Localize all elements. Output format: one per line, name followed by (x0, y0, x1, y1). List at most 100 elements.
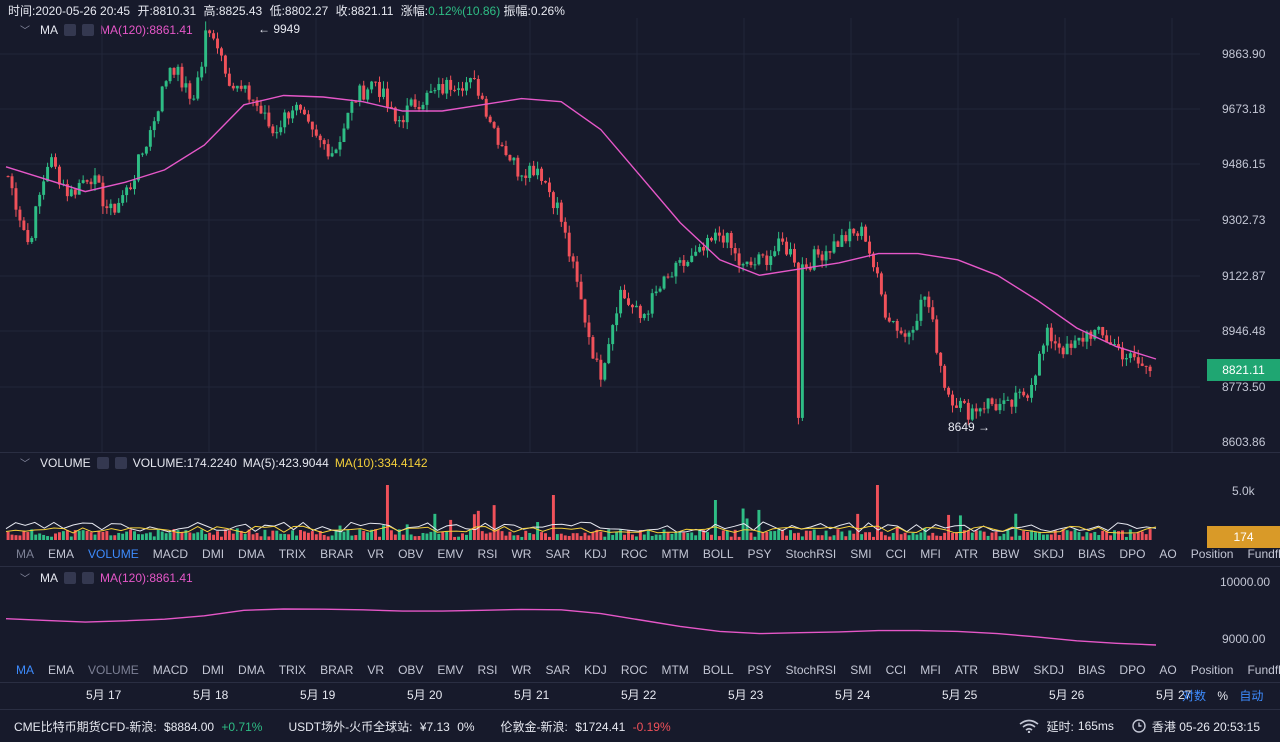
tab-stochrsi[interactable]: StochRSI (785, 547, 837, 561)
volume-bar (140, 534, 144, 540)
sub-ma-chart[interactable] (0, 584, 1205, 656)
volume-bar (520, 536, 524, 540)
tab-obv[interactable]: OBV (398, 547, 424, 561)
volume-close-icon[interactable] (114, 456, 127, 469)
tab-obv[interactable]: OBV (398, 663, 424, 677)
tab-wr[interactable]: WR (511, 547, 532, 561)
tab-atr[interactable]: ATR (954, 663, 979, 677)
tab-dmi[interactable]: DMI (202, 547, 225, 561)
tab-skdj[interactable]: SKDJ (1033, 663, 1065, 677)
tab-volume[interactable]: VOLUME (88, 663, 139, 677)
tab-dma[interactable]: DMA (238, 547, 265, 561)
candle-body (1026, 395, 1030, 398)
tab-mtm[interactable]: MTM (661, 663, 689, 677)
close-icon[interactable] (82, 23, 94, 36)
sub-collapse-chevron-icon[interactable]: ﹀ (20, 574, 30, 585)
candle-body (1057, 343, 1061, 348)
candle-body (433, 90, 437, 92)
tab-smi[interactable]: SMI (850, 547, 872, 561)
tab-cci[interactable]: CCI (885, 547, 907, 561)
tab-emv[interactable]: EMV (437, 547, 464, 561)
usdt-ticker[interactable]: USDT场外-火币全球站: ¥7.13 0% (288, 719, 475, 734)
indicator-tabs-primary: MA EMA VOLUME MACD DMI DMA TRIX BRAR VR OBV EMV RSI… (0, 543, 1280, 565)
tab-bias[interactable]: BIAS (1078, 663, 1106, 677)
candle-body (1140, 363, 1144, 366)
tab-bias[interactable]: BIAS (1078, 547, 1106, 561)
volume-bar (536, 522, 540, 540)
tab-mfi[interactable]: MFI (920, 547, 941, 561)
tab-kdj[interactable]: KDJ (584, 547, 607, 561)
candle-body (966, 402, 970, 420)
volume-settings-icon[interactable] (96, 456, 109, 469)
volume-bar (804, 530, 808, 540)
tab-macd[interactable]: MACD (152, 663, 189, 677)
sub-tick-0: 10000.00 (1220, 575, 1271, 589)
tab-dpo[interactable]: DPO (1119, 547, 1146, 561)
tab-dpo[interactable]: DPO (1119, 663, 1146, 677)
candlestick-chart[interactable] (0, 18, 1205, 452)
tab-macd[interactable]: MACD (152, 547, 189, 561)
tab-fundflow[interactable]: Fundflow (1247, 663, 1280, 677)
tab-brar[interactable]: BRAR (320, 547, 354, 561)
tab-bbw[interactable]: BBW (992, 663, 1020, 677)
tab-wr[interactable]: WR (511, 663, 532, 677)
tab-dmi[interactable]: DMI (202, 663, 225, 677)
tab-fundflow[interactable]: Fundflow (1247, 547, 1280, 561)
tab-ao[interactable]: AO (1159, 663, 1177, 677)
tab-mfi[interactable]: MFI (920, 663, 941, 677)
tab-emv[interactable]: EMV (437, 663, 464, 677)
candle-body (125, 187, 129, 196)
candle-body (484, 98, 488, 117)
collapse-chevron-icon[interactable]: ﹀ (20, 26, 30, 37)
tab-rsi[interactable]: RSI (477, 547, 498, 561)
tab-skdj[interactable]: SKDJ (1033, 547, 1065, 561)
tab-ma[interactable]: MA (16, 547, 34, 561)
tab-boll[interactable]: BOLL (702, 663, 734, 677)
tab-vr[interactable]: VR (367, 547, 385, 561)
tab-ema[interactable]: EMA (48, 663, 75, 677)
volume-bar (279, 533, 283, 540)
log-scale-toggle[interactable]: 对数 (1182, 689, 1207, 703)
volume-bar (382, 525, 385, 540)
volume-bar (457, 536, 461, 540)
tab-position[interactable]: Position (1190, 547, 1234, 561)
candle-body (745, 261, 749, 265)
volume-ma5-value: MA(5):423.9044 (242, 455, 329, 470)
volume-bar (690, 532, 694, 540)
tab-rsi[interactable]: RSI (477, 663, 498, 677)
sub-settings-icon[interactable] (64, 571, 76, 584)
tab-sar[interactable]: SAR (545, 663, 571, 677)
tab-boll[interactable]: BOLL (702, 547, 734, 561)
volume-chart[interactable] (0, 470, 1205, 542)
tab-vr[interactable]: VR (367, 663, 385, 677)
auto-scale-toggle[interactable]: 自动 (1239, 689, 1264, 703)
tab-ema[interactable]: EMA (48, 547, 75, 561)
tab-kdj[interactable]: KDJ (584, 663, 607, 677)
tab-ma[interactable]: MA (16, 663, 34, 677)
tab-stochrsi[interactable]: StochRSI (785, 663, 837, 677)
tab-trix[interactable]: TRIX (278, 663, 307, 677)
tab-dma[interactable]: DMA (238, 663, 265, 677)
tab-volume[interactable]: VOLUME (88, 547, 139, 561)
tab-brar[interactable]: BRAR (320, 663, 354, 677)
tab-position[interactable]: Position (1190, 663, 1234, 677)
tab-smi[interactable]: SMI (850, 663, 872, 677)
tab-bbw[interactable]: BBW (992, 547, 1020, 561)
percent-scale-toggle[interactable]: % (1217, 689, 1229, 703)
tab-trix[interactable]: TRIX (278, 547, 307, 561)
tab-cci[interactable]: CCI (885, 663, 907, 677)
volume-collapse-chevron-icon[interactable]: ﹀ (20, 459, 30, 470)
tab-roc[interactable]: ROC (620, 663, 648, 677)
settings-icon[interactable] (64, 23, 76, 36)
tab-ao[interactable]: AO (1159, 547, 1177, 561)
tab-psy[interactable]: PSY (747, 547, 772, 561)
cme-ticker[interactable]: CME比特币期货CFD-新浪: $8884.00 +0.71% (14, 719, 263, 734)
sub-close-icon[interactable] (82, 571, 94, 584)
tab-roc[interactable]: ROC (620, 547, 648, 561)
tab-atr[interactable]: ATR (954, 547, 979, 561)
tab-mtm[interactable]: MTM (661, 547, 689, 561)
tab-psy[interactable]: PSY (747, 663, 772, 677)
tab-sar[interactable]: SAR (545, 547, 571, 561)
candle-body (429, 91, 433, 93)
gold-ticker[interactable]: 伦敦金-新浪: $1724.41 -0.19% (500, 719, 671, 734)
